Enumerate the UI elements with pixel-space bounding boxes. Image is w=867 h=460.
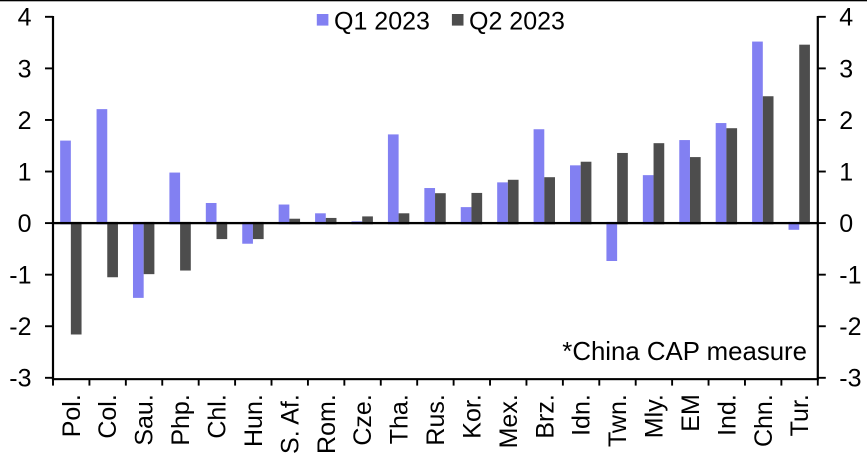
svg-text:4: 4: [839, 4, 853, 32]
svg-text:Idn.: Idn.: [568, 394, 596, 436]
svg-text:Twn.: Twn.: [604, 394, 632, 447]
svg-text:4: 4: [18, 4, 32, 32]
svg-text:Brz.: Brz.: [531, 394, 559, 438]
svg-text:Mex.: Mex.: [495, 394, 523, 448]
svg-text:Q2 2023: Q2 2023: [469, 7, 565, 35]
svg-text:Pol.: Pol.: [58, 394, 86, 437]
svg-text:-2: -2: [839, 313, 861, 341]
svg-text:2: 2: [18, 107, 32, 135]
svg-text:Rus.: Rus.: [422, 394, 450, 445]
svg-text:0: 0: [839, 210, 853, 238]
svg-text:Cze.: Cze.: [349, 394, 377, 445]
svg-text:Sau.: Sau.: [131, 394, 159, 445]
svg-text:Ind.: Ind.: [713, 394, 741, 436]
svg-text:-1: -1: [839, 262, 861, 290]
svg-text:-2: -2: [9, 313, 31, 341]
svg-text:Tur.: Tur.: [786, 394, 814, 436]
svg-text:0: 0: [18, 210, 32, 238]
svg-text:S. Af.: S. Af.: [276, 394, 304, 454]
svg-text:1: 1: [18, 158, 32, 186]
svg-text:Col.: Col.: [94, 394, 122, 438]
svg-text:Tha.: Tha.: [386, 394, 414, 444]
svg-text:-3: -3: [839, 365, 861, 393]
svg-text:-1: -1: [9, 262, 31, 290]
svg-text:-3: -3: [9, 365, 31, 393]
svg-text:Chl.: Chl.: [204, 394, 232, 438]
svg-text:Mly.: Mly.: [641, 394, 669, 438]
svg-text:Chn.: Chn.: [750, 394, 778, 447]
svg-text:Php.: Php.: [167, 394, 195, 445]
svg-text:1: 1: [839, 158, 853, 186]
svg-text:EM: EM: [677, 394, 705, 432]
svg-text:Rom.: Rom.: [313, 394, 341, 454]
svg-text:2: 2: [839, 107, 853, 135]
svg-text:3: 3: [839, 55, 853, 83]
svg-text:3: 3: [18, 55, 32, 83]
svg-text:Hun.: Hun.: [240, 394, 268, 447]
svg-text:Q1 2023: Q1 2023: [334, 7, 430, 35]
svg-text:*China CAP measure: *China CAP measure: [562, 338, 807, 366]
svg-text:Kor.: Kor.: [458, 394, 486, 438]
